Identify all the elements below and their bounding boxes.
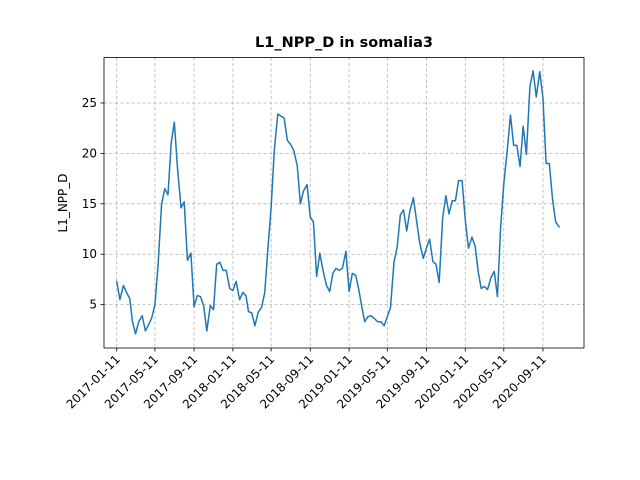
series-line — [115, 69, 560, 335]
y-tick-label: 10 — [82, 247, 97, 261]
y-tick-label: 15 — [82, 197, 97, 211]
y-tick-label: 20 — [82, 146, 97, 160]
y-axis: 5 10 15 20 25 — [82, 96, 104, 312]
y-axis-label: L1_NPP_D — [56, 173, 70, 232]
series-layer — [115, 69, 560, 335]
y-tick-label: 5 — [89, 298, 97, 312]
plot-frame — [103, 57, 585, 349]
chart-title: L1_NPP_D in somalia3 — [255, 35, 433, 51]
y-tick-label: 25 — [82, 96, 97, 110]
